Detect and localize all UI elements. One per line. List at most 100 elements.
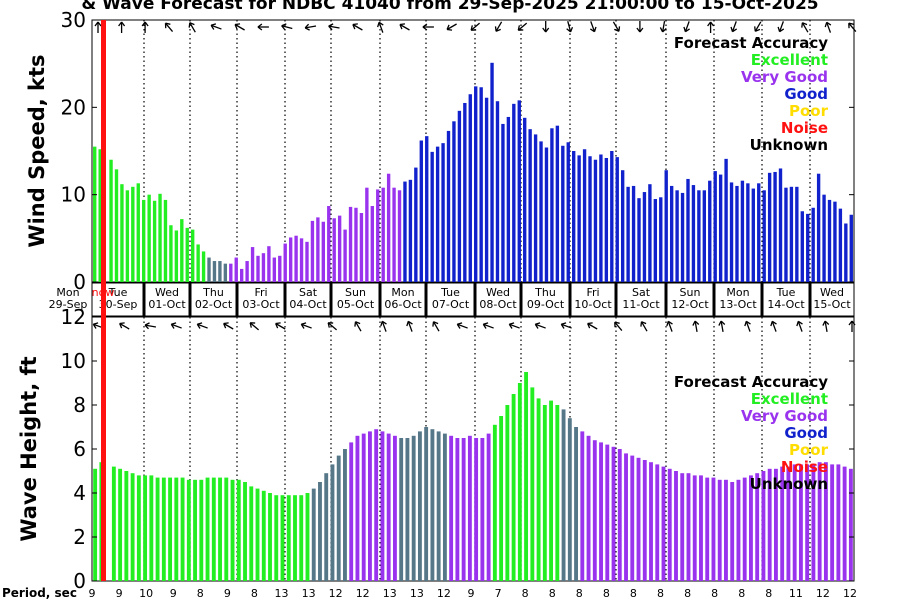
wind-bar (386, 173, 391, 282)
period-label: Period, sec (2, 586, 77, 600)
wind-bar (343, 229, 347, 282)
wave-bar (792, 464, 797, 581)
wave-bar (318, 482, 322, 581)
wind-bar (533, 134, 538, 282)
wind-arrow-icon (118, 21, 126, 33)
wind-arrow-icon (848, 22, 857, 33)
wave-bar (580, 431, 585, 581)
wave-arrow-icon (196, 322, 208, 329)
wave-bar (261, 490, 266, 581)
wave-bar (405, 438, 410, 581)
wind-arrow-icon (257, 23, 269, 31)
wave-bar (168, 477, 173, 581)
wave-bar (243, 482, 247, 581)
wave-bar (255, 488, 260, 581)
wind-bar (234, 257, 238, 282)
wave-bar (286, 495, 291, 581)
period-value: 8 (765, 587, 772, 600)
wind-arrow-icon (422, 23, 434, 31)
wave-bar (324, 473, 329, 581)
day-date-label: 29-Sep (49, 298, 88, 311)
wind-bar (185, 227, 189, 282)
wind-bar (795, 186, 799, 282)
period-value: 8 (197, 587, 204, 600)
wave-bar (236, 479, 241, 581)
day-date-label: 03-Oct (242, 298, 280, 311)
wind-bar (844, 223, 848, 282)
period-value: 13 (302, 587, 316, 600)
wind-y-tick-label: 20 (61, 95, 86, 119)
wave-arrow-icon (848, 320, 856, 332)
wave-bar (549, 400, 554, 581)
wind-bar (278, 255, 282, 282)
wave-arrow-icon (587, 322, 598, 330)
wind-arrow-icon (377, 21, 384, 33)
wave-bar (417, 431, 422, 581)
period-value: 8 (576, 587, 583, 600)
wave-legend-item: Poor (789, 441, 829, 459)
wind-legend-title: Forecast Accuracy (674, 34, 828, 52)
wave-bar (742, 477, 747, 581)
wind-bar (566, 142, 570, 282)
wave-bar (467, 435, 472, 581)
wave-arrow-icon (275, 322, 286, 330)
wind-bar (686, 178, 690, 282)
day-name-label: Sun (345, 286, 366, 299)
day-name-label: Wed (486, 286, 510, 299)
wave-y-tick-label: 8 (73, 393, 86, 417)
wave-legend-title: Forecast Accuracy (674, 373, 828, 391)
wave-arrow-icon (692, 320, 700, 333)
wind-bar (517, 100, 521, 282)
wave-bar (93, 468, 98, 581)
wind-bar (474, 86, 478, 283)
day-name-label: Wed (155, 286, 179, 299)
wind-bar (332, 218, 336, 282)
wind-bar (425, 136, 429, 282)
wind-arrow-icon (94, 21, 102, 33)
wind-bar (174, 230, 179, 282)
wave-bar (674, 471, 678, 581)
wave-bar (505, 405, 510, 581)
chart-title: & Wave Forecast for NDBC 41040 from 29-S… (81, 0, 818, 14)
wind-bar (800, 211, 804, 282)
day-separator (142, 283, 146, 316)
wind-bar (767, 172, 772, 282)
day-separator (712, 283, 716, 316)
wind-bar (642, 192, 647, 282)
wave-bar (449, 435, 454, 581)
period-value: 8 (522, 587, 529, 600)
wind-bar (316, 217, 320, 282)
wind-bar (408, 179, 413, 282)
wind-legend-item: Noise (781, 119, 828, 137)
wind-bar (838, 208, 843, 282)
wind-bar (751, 188, 755, 282)
wave-bar (336, 455, 341, 581)
day-date-label: 09-Oct (527, 298, 565, 311)
wave-arrow-icon (560, 322, 572, 329)
wave-legend-item: Good (784, 424, 828, 442)
wind-arrow-icon (470, 22, 481, 31)
wind-bar (827, 199, 832, 282)
wave-bar (155, 477, 160, 581)
wind-bar (495, 101, 500, 282)
wind-bar (327, 206, 331, 282)
wind-arrow-icon (707, 21, 715, 33)
wave-arrow-icon (144, 322, 157, 330)
wind-bar (544, 147, 549, 282)
wave-bar (199, 479, 204, 581)
wave-bar (161, 477, 166, 581)
wind-arrow-icon (566, 21, 574, 33)
wave-bar (143, 475, 148, 581)
wave-arrow-icon (380, 320, 387, 332)
wind-y-tick-label: 0 (73, 270, 86, 294)
period-value: 8 (251, 587, 258, 600)
wave-bar (349, 442, 354, 581)
wave-bar (205, 477, 210, 581)
wave-bar (474, 438, 479, 581)
wind-bar (735, 185, 739, 282)
period-value: 8 (657, 587, 664, 600)
wave-bar (149, 475, 154, 581)
period-value: 12 (816, 587, 830, 600)
wave-bar (442, 433, 447, 581)
wave-bar (574, 427, 578, 581)
